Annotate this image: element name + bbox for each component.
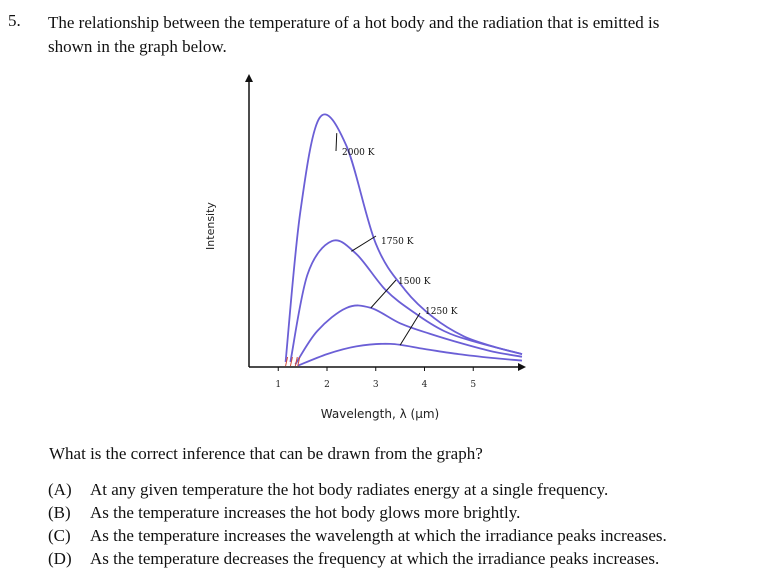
option-a[interactable]: (A) At any given temperature the hot bod… <box>48 478 667 501</box>
curve-start-1250-k <box>297 356 301 367</box>
curve-2000-k <box>284 113 523 362</box>
options-list: (A) At any given temperature the hot bod… <box>48 478 667 570</box>
option-b-letter: (B) <box>48 503 71 522</box>
leader-line-1250-k <box>399 312 421 346</box>
leader-line-1500-k <box>370 279 397 309</box>
y-axis-arrow <box>245 74 253 82</box>
option-d-letter: (D) <box>48 549 72 568</box>
x-axis-arrow <box>518 363 526 371</box>
curve-1750-k <box>289 239 523 363</box>
leader-line-2000-k <box>335 133 338 152</box>
option-d-text: As the temperature decreases the frequen… <box>90 549 660 568</box>
question-number: 5. <box>8 11 21 30</box>
x-tick-label-5: 5 <box>470 380 476 390</box>
curve-start-2000-k <box>285 356 289 367</box>
x-tick-label-1: 1 <box>275 380 281 390</box>
option-d[interactable]: (D) As the temperature decreases the fre… <box>48 547 667 570</box>
curve-start-1500-k <box>294 356 298 367</box>
option-b[interactable]: (B) As the temperature increases the hot… <box>48 501 667 524</box>
option-a-text: At any given temperature the hot body ra… <box>90 480 609 499</box>
x-tick-label-2: 2 <box>324 380 330 390</box>
series-label-1500-k: 1500 K <box>398 277 431 287</box>
chart-layer: 1 2 3 4 5 2000 K 1750 K 1500 K 1250 K <box>245 74 526 390</box>
question-stem: The relationship between the temperature… <box>48 11 748 59</box>
y-axis-label: Intensity <box>204 202 217 250</box>
x-tick-label-4: 4 <box>422 380 428 390</box>
curve-1500-k <box>294 304 523 365</box>
option-c[interactable]: (C) As the temperature increases the wav… <box>48 524 667 547</box>
option-a-letter: (A) <box>48 480 72 499</box>
x-tick-label-3: 3 <box>373 380 379 390</box>
stem-line-1: The relationship between the temperature… <box>48 13 660 32</box>
option-c-letter: (C) <box>48 526 71 545</box>
question-prompt: What is the correct inference that can b… <box>49 444 483 463</box>
series-label-2000-k: 2000 K <box>342 148 375 158</box>
x-axis-label: Wavelength, λ (µm) <box>321 407 439 421</box>
leader-line-1750-k <box>351 235 377 252</box>
option-c-text: As the temperature increases the wavelen… <box>90 526 667 545</box>
curve-start-1750-k <box>289 356 293 367</box>
curve-1250-k <box>297 342 523 367</box>
series-label-1750-k: 1750 K <box>381 237 414 247</box>
series-label-1250-k: 1250 K <box>425 307 458 317</box>
option-b-text: As the temperature increases the hot bod… <box>90 503 521 522</box>
stem-line-2: shown in the graph below. <box>48 37 227 56</box>
